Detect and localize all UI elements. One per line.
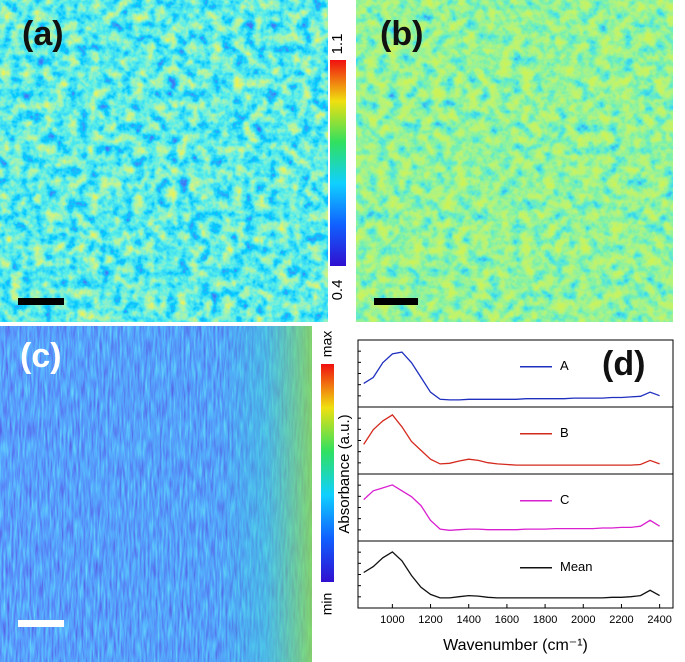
colorbar-min: min	[319, 593, 335, 616]
spectrum-line	[363, 414, 660, 466]
x-tick-label: 2000	[571, 614, 595, 626]
colorbar-max: 1.1	[329, 34, 346, 55]
subplot-frame	[357, 406, 674, 475]
colorbar-max: max	[319, 331, 335, 357]
scale-bar	[374, 298, 418, 305]
y-axis-label: Absorbance (a.u.)	[336, 414, 353, 533]
legend-label: A	[560, 358, 569, 373]
legend-label: C	[560, 492, 569, 507]
spectra-panel: A B C Mean 1000 1200 1400 1600 1800 2000 2200 2400 W…	[336, 339, 674, 654]
x-tick-label: 1400	[456, 614, 480, 626]
colorbar-min: 0.4	[329, 280, 346, 301]
panel-label: (b)	[380, 15, 423, 53]
panel-label: (c)	[20, 337, 62, 375]
panel-label: (d)	[602, 345, 645, 383]
scale-bar	[18, 298, 64, 305]
scale-bar	[18, 620, 64, 627]
spectrum-line	[363, 484, 660, 531]
x-tick-label: 1200	[418, 614, 442, 626]
x-tick-label: 2200	[609, 614, 633, 626]
x-tick-label: 1000	[380, 614, 404, 626]
spectrum-line	[363, 351, 660, 401]
map-a	[0, 0, 328, 322]
x-tick-label: 1800	[533, 614, 557, 626]
colorbar	[330, 60, 346, 266]
x-tick-label: 1600	[495, 614, 519, 626]
spectrum-line	[363, 551, 660, 599]
legend-label: B	[560, 425, 569, 440]
subplot-frame	[357, 473, 674, 542]
x-axis-label: Wavenumber (cm⁻¹)	[443, 637, 588, 654]
colorbar	[321, 364, 334, 582]
map-b	[356, 0, 673, 322]
legend-label: Mean	[560, 559, 593, 574]
panel-label: (a)	[22, 15, 64, 53]
x-tick-label: 2400	[647, 614, 671, 626]
map-c-edge	[0, 326, 312, 662]
